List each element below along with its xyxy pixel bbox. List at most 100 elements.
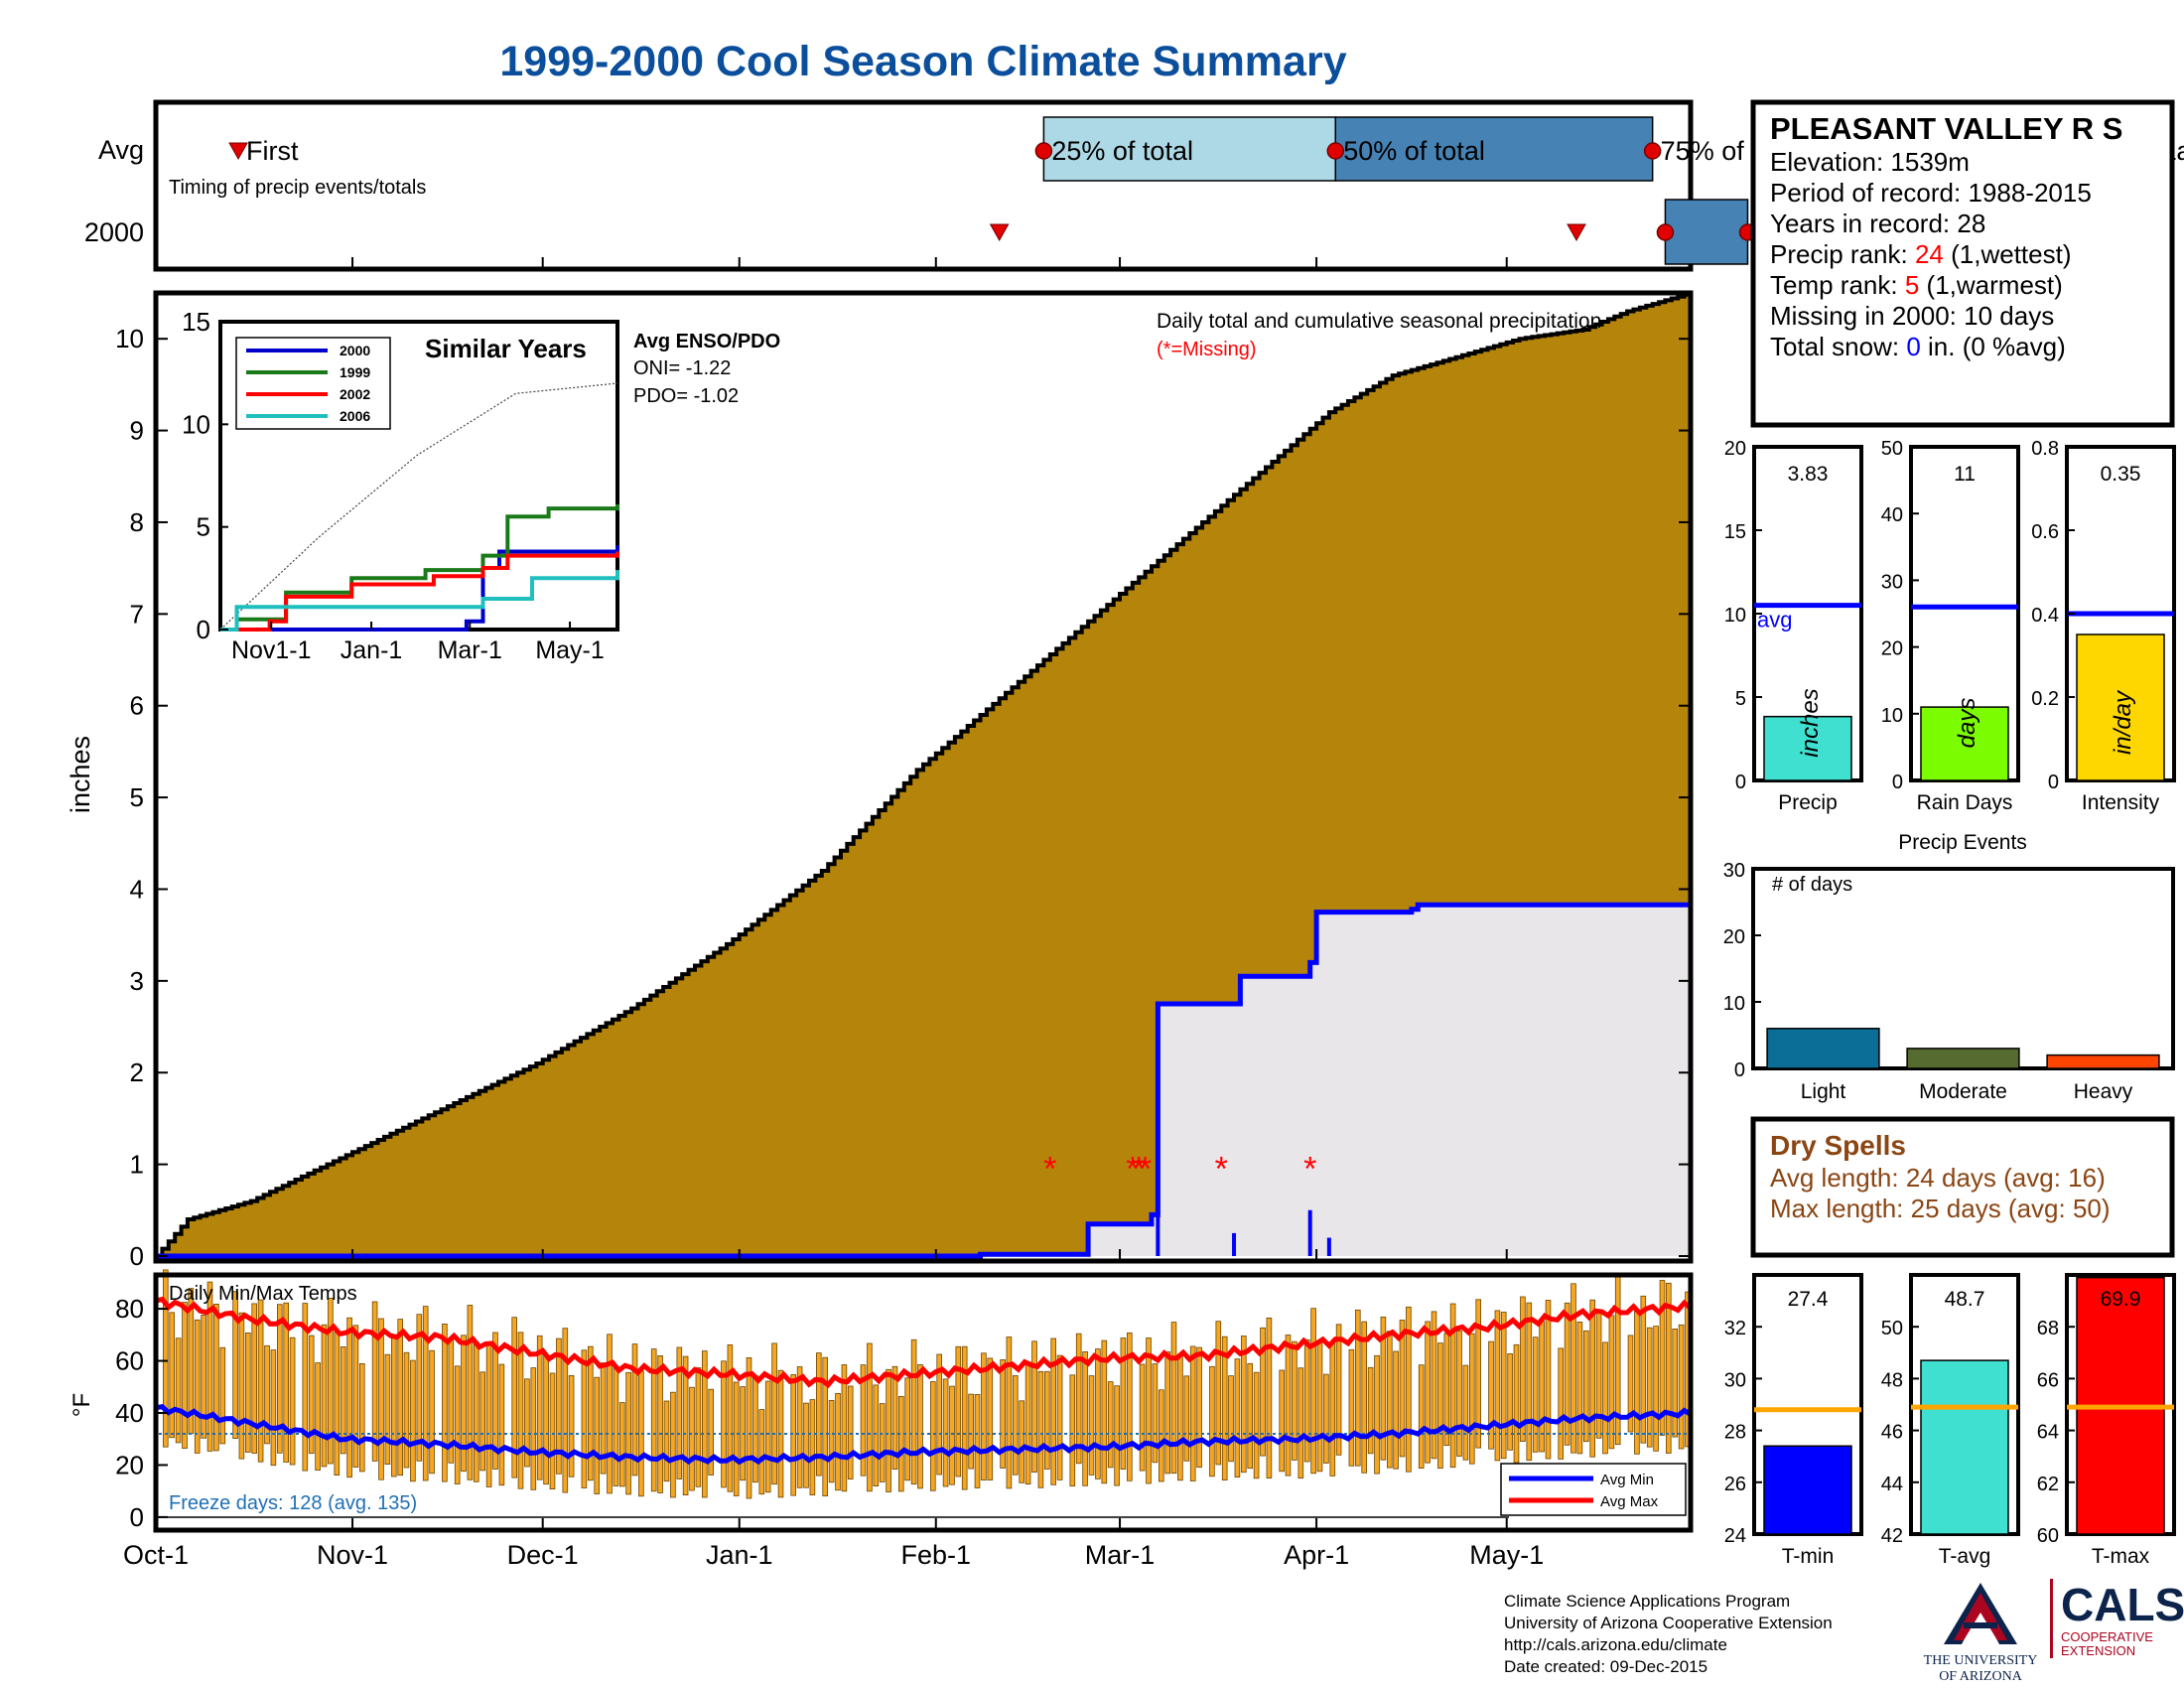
- daily-temp-bar: [936, 1353, 942, 1476]
- tick-label: 0: [1892, 772, 1903, 793]
- daily-temp-bar: [251, 1303, 258, 1454]
- footer-line-program: Climate Science Applications Program: [1504, 1592, 1791, 1611]
- daily-temp-bar: [867, 1342, 873, 1492]
- daily-temp-bar: [454, 1365, 461, 1484]
- oni-value: ONI= -1.22: [633, 357, 731, 379]
- daily-temp-bar: [1260, 1327, 1266, 1457]
- current-cumulative-area: [156, 905, 1691, 1256]
- temps-title: Daily Min/Max Temps: [169, 1283, 357, 1305]
- daily-temp-bar: [1189, 1345, 1196, 1481]
- tick-label: 20: [1881, 638, 1903, 660]
- footer-line-university: University of Arizona Cooperative Extens…: [1504, 1614, 1833, 1632]
- current-25pct-marker: [1656, 223, 1675, 241]
- tick-label: 60: [2037, 1525, 2059, 1547]
- daily-temp-bar: [346, 1317, 352, 1478]
- tick-label: 10: [1724, 605, 1746, 627]
- tick-label: 68: [2037, 1318, 2059, 1339]
- daily-temp-bar: [607, 1334, 613, 1494]
- daily-temp-bar: [524, 1378, 530, 1468]
- daily-temp-bar: [270, 1349, 277, 1467]
- daily-temp-bar: [708, 1388, 714, 1476]
- daily-temp-bar: [1146, 1337, 1152, 1484]
- daily-temp-bar: [764, 1380, 771, 1493]
- dry-spells-avg-length: Avg length: 24 days (avg: 16): [1770, 1163, 2106, 1193]
- daily-temp-bar: [1303, 1338, 1310, 1463]
- daily-temp-bar: [822, 1356, 828, 1496]
- daily-temp-bar: [169, 1312, 176, 1439]
- daily-temp-bar: [650, 1348, 657, 1492]
- event-category-label: Moderate: [1919, 1080, 2007, 1103]
- daily-temp-bar: [206, 1281, 213, 1452]
- tick-label: 46: [1881, 1422, 1903, 1444]
- event-tick-label: 0: [1734, 1059, 1745, 1081]
- daily-temp-bar: [733, 1381, 740, 1496]
- daily-temp-bar: [1000, 1359, 1006, 1469]
- x-tick-label: Apr-1: [1284, 1540, 1349, 1570]
- daily-temp-bar: [397, 1319, 403, 1477]
- daily-temp-bar: [1088, 1375, 1095, 1476]
- temp-y-tick-label: 80: [115, 1294, 144, 1324]
- daily-temp-bar: [1380, 1317, 1387, 1461]
- daily-temp-bar: [981, 1352, 987, 1481]
- tick-label: 66: [2037, 1369, 2059, 1391]
- y-tick-label: 5: [130, 782, 144, 812]
- daily-temp-bar: [549, 1372, 556, 1489]
- daily-temp-bar: [942, 1378, 949, 1487]
- daily-temp-bar: [562, 1328, 569, 1493]
- daily-temp-bar: [1406, 1306, 1412, 1473]
- daily-temp-bar: [1456, 1330, 1462, 1457]
- tick-label: 0.6: [2031, 521, 2059, 543]
- daily-temp-bar: [1418, 1364, 1425, 1469]
- daily-temp-bar: [1095, 1348, 1101, 1479]
- timing-subtitle: Timing of precip events/totals: [169, 177, 426, 199]
- similar-year-2000-line: [220, 545, 619, 632]
- y-tick-label: 1: [130, 1150, 144, 1180]
- inset-y-tick-label: 0: [197, 615, 210, 644]
- daily-temp-bar: [1120, 1337, 1127, 1471]
- freeze-days-label: Freeze days: 128 (avg. 135): [169, 1492, 417, 1514]
- total-snow: Total snow: 0 in. (0 %avg): [1770, 332, 2066, 361]
- daily-temp-bar: [1139, 1363, 1146, 1472]
- unit-label: in/day: [2110, 689, 2136, 755]
- daily-temp-bar: [752, 1374, 758, 1483]
- daily-temp-bar: [796, 1366, 803, 1488]
- avg-first-marker: [228, 142, 248, 161]
- daily-temp-bar: [1266, 1318, 1273, 1479]
- daily-temp-bar: [581, 1349, 588, 1488]
- daily-temp-bar: [1545, 1300, 1552, 1460]
- value-bar: [1763, 1445, 1852, 1535]
- daily-temp-bar: [1570, 1283, 1576, 1454]
- daily-temp-bar: [771, 1342, 777, 1485]
- x-tick-label: Oct-1: [123, 1540, 189, 1570]
- similar-years-title: Similar Years: [425, 334, 587, 363]
- event-bar-moderate: [1906, 1048, 2020, 1069]
- daily-temp-bar: [1640, 1295, 1647, 1444]
- daily-temp-bar: [1500, 1312, 1507, 1460]
- main-annotation: Daily total and cumulative seasonal prec…: [1157, 310, 1601, 333]
- inset-x-tick-label: Nov1-1: [231, 636, 312, 664]
- daily-temp-bar: [898, 1396, 904, 1492]
- inset-x-tick-label: Mar-1: [438, 636, 502, 664]
- daily-temp-bar: [1056, 1354, 1063, 1480]
- avg-25pct-marker: [1034, 142, 1053, 160]
- daily-temp-bar: [1164, 1351, 1171, 1475]
- daily-temp-bar: [315, 1362, 321, 1471]
- daily-temp-bar: [1209, 1365, 1215, 1477]
- daily-temp-bar: [536, 1335, 543, 1480]
- daily-temp-bar: [619, 1402, 625, 1487]
- daily-temp-bar: [1082, 1351, 1088, 1486]
- similar-year-2002-line: [220, 551, 619, 632]
- value-bar: [1920, 1359, 2009, 1535]
- daily-temp-bar: [746, 1357, 752, 1499]
- temps-y-axis-label: °F: [68, 1393, 95, 1417]
- similar-year-2006-line: [220, 570, 619, 632]
- daily-temp-bar: [1050, 1337, 1057, 1485]
- current-cumulative-line: [156, 902, 1691, 1259]
- main-y-axis-label: inches: [66, 736, 95, 813]
- station-name: PLEASANT VALLEY R S: [1770, 111, 2122, 146]
- timing-first-label: First: [246, 136, 299, 166]
- tick-label: 44: [1881, 1474, 1903, 1495]
- avg-min-temp-line: [155, 1404, 1693, 1466]
- daily-temp-bar: [219, 1346, 226, 1445]
